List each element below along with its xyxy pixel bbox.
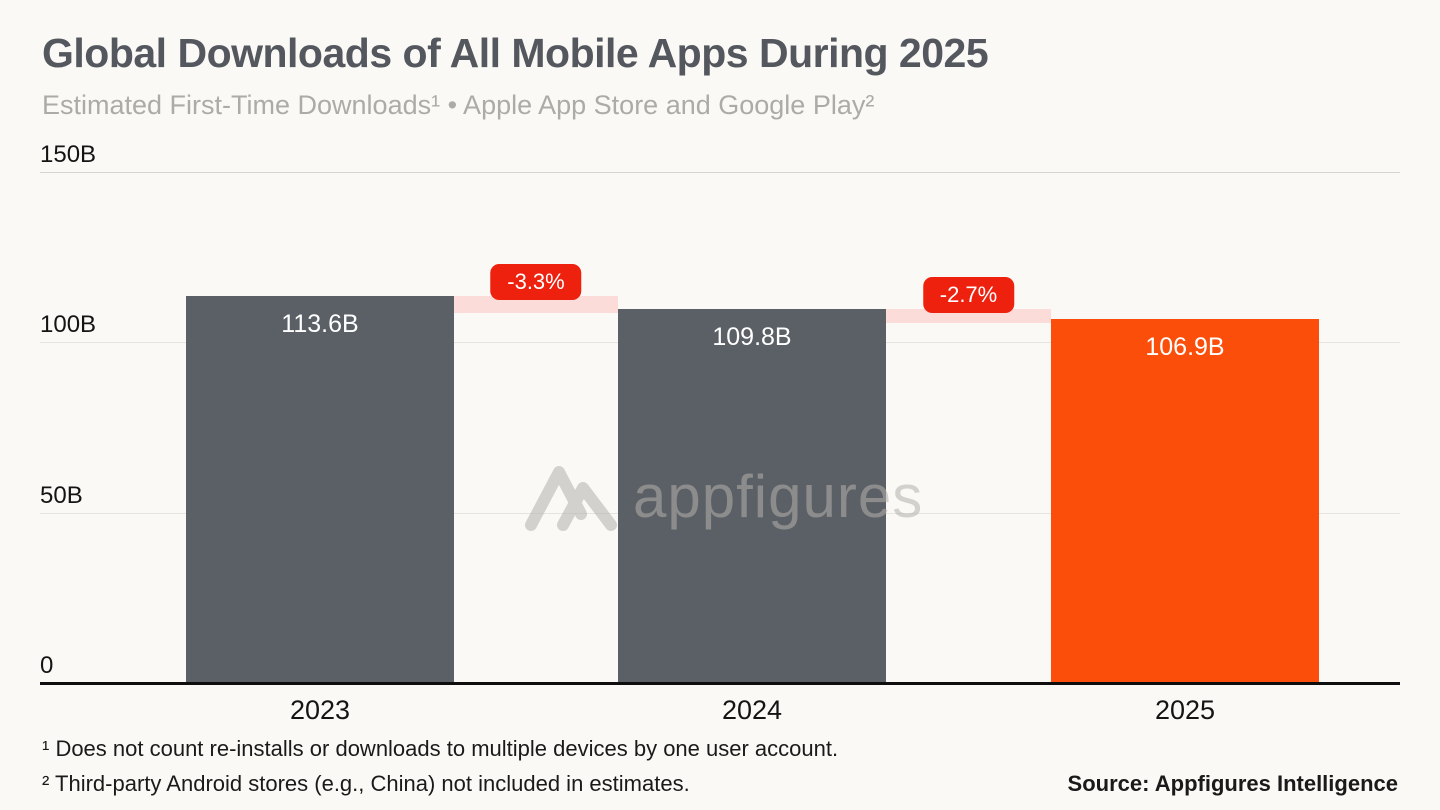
footnote-2: ² Third-party Android stores (e.g., Chin… (42, 771, 690, 796)
y-axis-tick-label: 0 (40, 652, 54, 679)
decline-band (454, 296, 618, 313)
y-axis-tick-label: 50B (40, 481, 83, 509)
y-axis-tick-label: 150B (40, 141, 97, 168)
x-axis-label-2025: 2025 (1154, 695, 1216, 725)
x-axis-label-2024: 2024 (721, 695, 783, 725)
x-axis-label-2023: 2023 (289, 695, 351, 725)
bar-2023: 113.6B (186, 296, 454, 683)
footnote-1: ¹ Does not count re-installs or download… (42, 736, 839, 761)
source-attribution: Source: Appfigures Intelligence (1067, 771, 1398, 796)
change-badge: -3.3% (490, 264, 582, 300)
bar-value-label: 113.6B (281, 310, 359, 338)
change-badge: -2.7% (922, 276, 1015, 313)
chart-title: Global Downloads of All Mobile Apps Duri… (42, 30, 989, 76)
decline-band (886, 308, 1051, 323)
bar-value-label: 109.8B (712, 322, 792, 351)
y-axis-tick-label: 100B (40, 311, 97, 339)
bar-2024: 109.8B (618, 308, 886, 683)
bar-value-label: 106.9B (1145, 332, 1225, 361)
bar-2025: 106.9B (1051, 318, 1319, 683)
gridline-150B (40, 172, 1400, 173)
chart-subtitle: Estimated First-Time Downloads¹ • Apple … (42, 90, 875, 120)
x-axis-line (40, 682, 1400, 685)
